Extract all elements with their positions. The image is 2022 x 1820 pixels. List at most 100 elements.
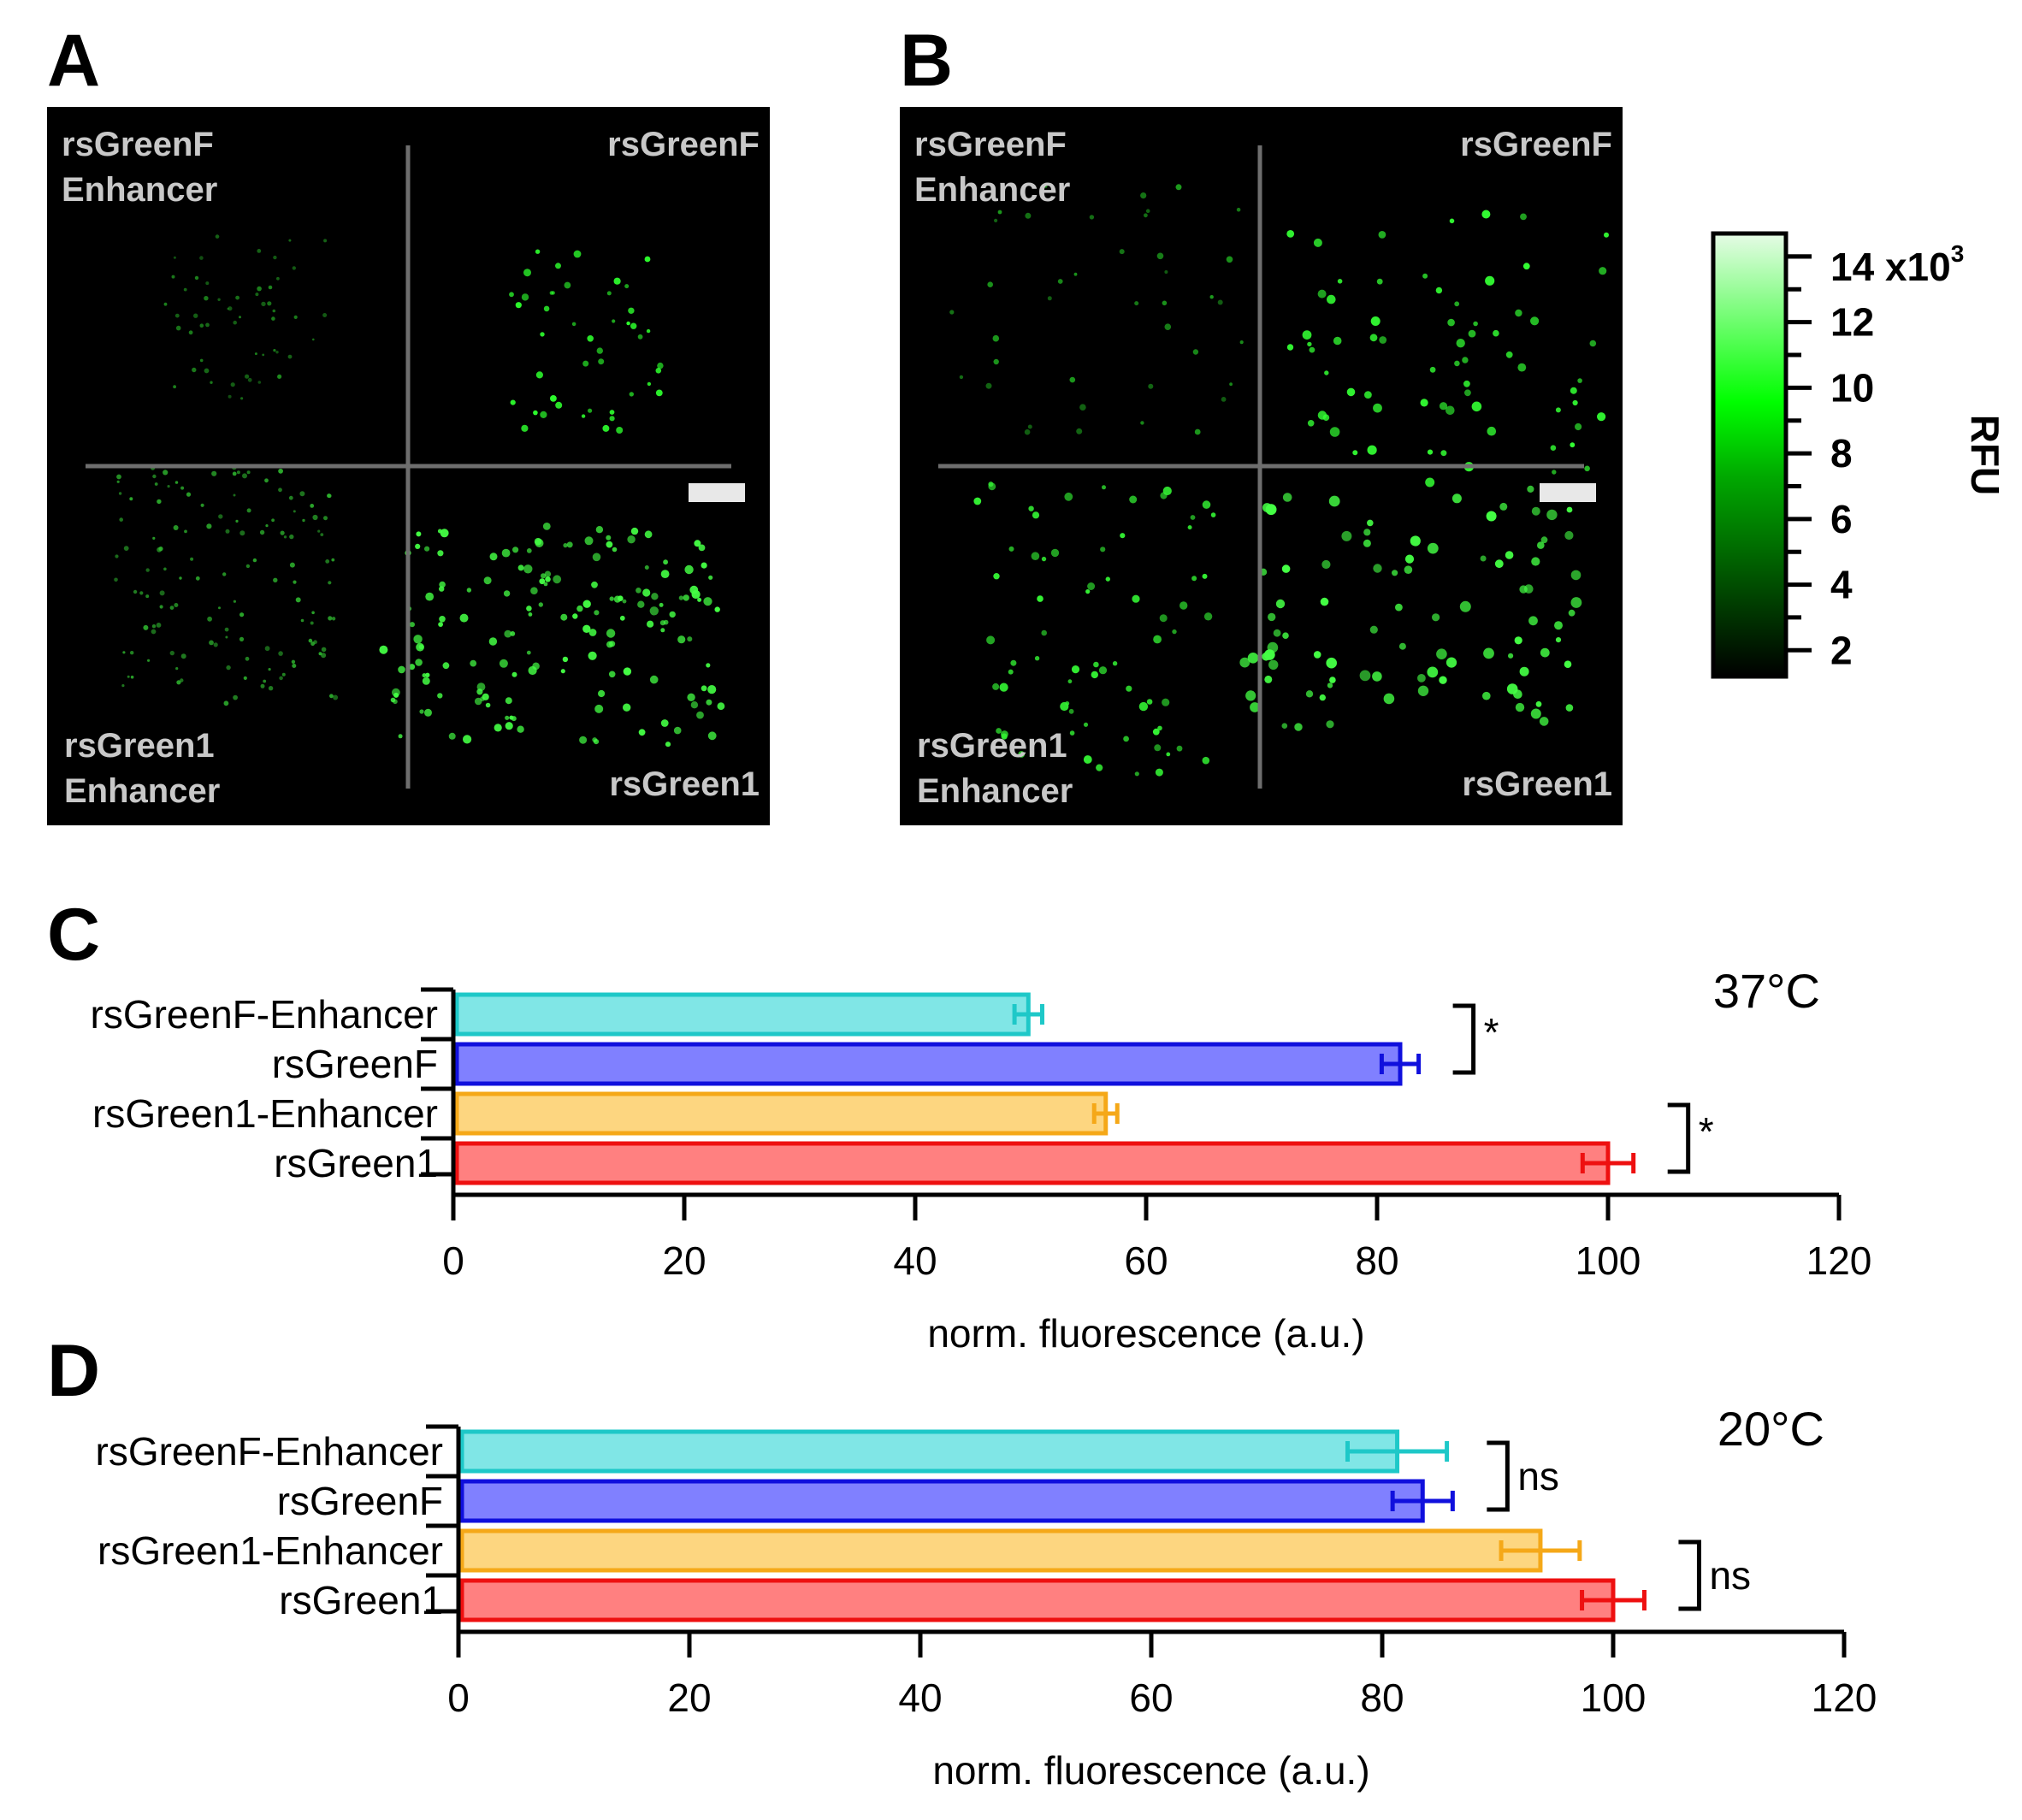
fluorescent-spot <box>1329 427 1340 437</box>
fluorescent-spot <box>582 624 591 633</box>
fluorescent-spot <box>1379 336 1387 344</box>
fluorescent-spot <box>616 427 624 434</box>
fluorescent-spot <box>1566 506 1573 513</box>
fluorescent-spot <box>1210 512 1216 517</box>
fluorescent-spot <box>422 673 427 678</box>
fluorescent-spot <box>644 565 649 570</box>
fluorescent-spot <box>1513 689 1522 699</box>
fluorescent-spot <box>528 612 533 617</box>
fluorescent-spot <box>199 323 204 328</box>
bar-chart-37c: rsGreenF-Enhancer rsGreenF rsGreen1-Enhanc… <box>91 964 1872 1356</box>
fluorescent-spot <box>1367 445 1377 455</box>
fluorescent-spot <box>272 309 276 313</box>
fluorescent-spot <box>1439 676 1447 684</box>
fluorescent-spot <box>1550 445 1557 451</box>
fluorescent-spot <box>442 662 450 670</box>
fluorescent-spot <box>1050 548 1060 558</box>
fluorescent-spot <box>424 708 432 717</box>
fluorescent-spot <box>448 732 456 740</box>
fluorescent-spot <box>993 358 999 365</box>
fluorescent-spot <box>1410 535 1421 547</box>
fluorescent-spot <box>1320 597 1329 606</box>
fluorescent-spot <box>1333 336 1342 346</box>
fluorescent-spot <box>1008 669 1014 675</box>
fluorescent-spot <box>1432 613 1440 622</box>
fluorescent-spot <box>992 682 1000 690</box>
fluorescent-spot <box>331 558 335 562</box>
fluorescent-spot <box>530 587 538 594</box>
fluorescent-spot <box>1091 671 1099 679</box>
fluorescent-spot <box>1486 511 1497 522</box>
fluorescent-spot <box>1376 278 1383 285</box>
fluorescent-spot <box>193 313 198 318</box>
fluorescent-spot <box>413 635 423 644</box>
fluorescent-spot <box>254 352 257 356</box>
fluorescent-spot <box>245 656 250 661</box>
fluorescent-spot <box>1327 294 1336 304</box>
fluorescent-spot <box>1134 301 1139 306</box>
fluorescent-spot <box>501 548 511 558</box>
fluorescent-spot <box>300 618 304 623</box>
fluorescent-spot <box>541 573 547 579</box>
fluorescent-spot <box>511 716 517 722</box>
fluorescent-spot <box>1192 349 1199 355</box>
fluorescent-spot <box>321 647 327 653</box>
fluorescent-spot <box>1440 450 1447 457</box>
fluorescent-spot <box>175 667 179 671</box>
fluorescent-spot <box>159 605 163 609</box>
x-tick-label: 120 <box>1812 1675 1877 1720</box>
fluorescent-spot <box>1105 576 1111 582</box>
fluorescent-spot <box>273 577 278 582</box>
fluorescent-spot <box>647 620 654 628</box>
fluorescent-spot <box>1146 699 1153 705</box>
fluorescent-spot <box>209 640 214 646</box>
fluorescent-spot <box>1459 600 1471 612</box>
fluorescent-spot <box>1264 649 1275 660</box>
fluorescent-spot <box>540 411 547 418</box>
fluorescent-spot <box>1041 556 1047 562</box>
fluorescent-spot <box>1329 677 1336 683</box>
fluorescent-spot <box>328 581 332 585</box>
panel-letter-c: C <box>47 894 100 976</box>
fluorescent-spot <box>1164 270 1168 274</box>
fluorescent-spot <box>714 606 720 612</box>
fluorescent-spot <box>696 711 704 719</box>
fluorescent-spot <box>1456 339 1465 348</box>
fluorescent-spot <box>1313 238 1322 247</box>
fluorescent-spot <box>999 682 1008 692</box>
fluorescent-spot <box>1370 316 1381 326</box>
fluorescent-spot <box>677 635 686 644</box>
fluorescent-spot <box>651 593 659 600</box>
fluorescent-spot <box>581 414 586 418</box>
fluorescent-spot <box>587 335 594 342</box>
fluorescent-spot <box>1420 399 1428 407</box>
fluorescent-spot <box>706 699 712 706</box>
micrograph-a-spots <box>114 234 725 748</box>
fluorescent-spot <box>173 385 177 389</box>
fluorescent-spot <box>636 588 641 594</box>
fluorescent-spot <box>684 564 694 575</box>
fluorescent-spot <box>663 559 668 565</box>
fluorescent-spot <box>606 535 612 541</box>
fluorescent-spot <box>1341 530 1352 541</box>
fluorescent-spot <box>1226 256 1233 263</box>
fluorescent-spot <box>596 347 603 354</box>
colorbar-tick-label: 12 <box>1830 300 1874 345</box>
fluorescent-spot <box>1373 403 1382 413</box>
fluorescent-spot <box>1140 192 1147 199</box>
fluorescent-spot <box>180 678 184 682</box>
fluorescent-spot <box>1554 621 1563 630</box>
fluorescent-spot <box>665 742 671 748</box>
fluorescent-spot <box>1068 708 1074 714</box>
fluorescent-spot <box>206 523 212 529</box>
fluorescent-spot <box>543 305 550 312</box>
fluorescent-spot <box>245 374 250 379</box>
fluorescent-spot <box>121 684 125 688</box>
fluorescent-spot <box>1286 344 1294 351</box>
fluorescent-spot <box>683 594 689 601</box>
fluorescent-spot <box>622 599 627 604</box>
label-a-bottom-right: rsGreen1 <box>609 765 760 803</box>
fluorescent-spot <box>717 702 725 711</box>
fluorescent-spot <box>540 332 545 337</box>
fluorescent-spot <box>1069 376 1076 383</box>
